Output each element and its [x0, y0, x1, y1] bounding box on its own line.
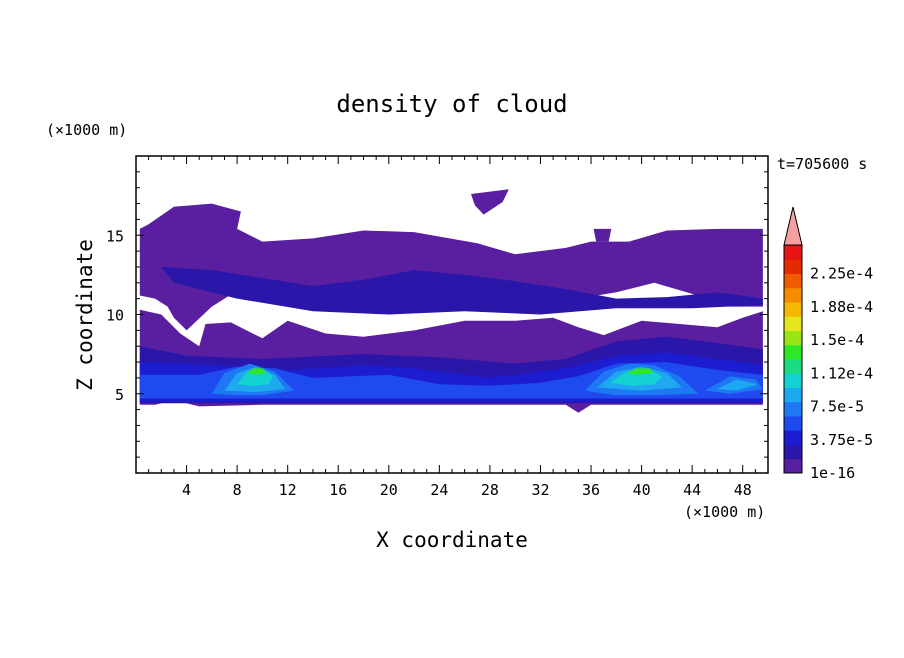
colorbar-swatch — [784, 430, 802, 445]
x-axis-label: X coordinate — [376, 528, 528, 552]
plot-frame — [135, 155, 769, 474]
time-label: t=705600 s — [777, 155, 867, 173]
contour-region — [626, 368, 653, 375]
colorbar-swatch — [784, 458, 802, 474]
colorbar-overflow-triangle — [783, 206, 803, 246]
y-tick-label: 5 — [115, 386, 124, 404]
colorbar-swatch — [784, 401, 802, 417]
colorbar-swatch — [784, 359, 802, 374]
colorbar-swatch — [784, 416, 802, 431]
y-axis-label: Z coordinate — [73, 239, 97, 391]
x-tick-label: 32 — [531, 481, 549, 499]
contour-region — [247, 368, 267, 375]
y-unit-label: (×1000 m) — [46, 121, 127, 139]
contour-region — [471, 189, 509, 215]
x-tick-label: 36 — [582, 481, 600, 499]
contour-region — [593, 228, 612, 242]
colorbar-swatch — [784, 302, 802, 317]
colorbar-swatch — [784, 373, 802, 388]
x-tick-label: 20 — [380, 481, 398, 499]
colorbar-label: 7.5e-5 — [810, 398, 864, 416]
colorbar-swatch — [784, 245, 802, 260]
colorbar-label: 1e-16 — [810, 464, 855, 482]
colorbar-label: 1.88e-4 — [810, 298, 873, 316]
colorbar-swatch — [784, 287, 802, 303]
x-unit-label: (×1000 m) — [684, 503, 765, 521]
colorbar-swatch — [784, 330, 802, 346]
colorbar-label: 2.25e-4 — [810, 265, 873, 283]
colorbar-swatch — [784, 444, 802, 460]
x-tick-label: 16 — [329, 481, 347, 499]
colorbar-label: 1.12e-4 — [810, 364, 873, 382]
colorbar-swatch — [784, 273, 802, 289]
x-tick-label: 44 — [683, 481, 701, 499]
contour-fill-layer — [139, 189, 763, 413]
x-tick-label: 28 — [481, 481, 499, 499]
contour-region — [139, 203, 763, 331]
colorbar-label: 1.5e-4 — [810, 331, 864, 349]
colorbar-swatch — [784, 316, 802, 331]
contour-region — [717, 379, 758, 391]
colorbar-frame — [783, 244, 803, 474]
x-tick-label: 40 — [633, 481, 651, 499]
x-tick-label: 24 — [430, 481, 448, 499]
x-tick-label: 8 — [233, 481, 242, 499]
x-tick-label: 48 — [734, 481, 752, 499]
colorbar-swatch — [784, 387, 802, 403]
x-tick-label: 4 — [182, 481, 191, 499]
x-tick-label: 12 — [279, 481, 297, 499]
y-tick-label: 10 — [106, 307, 124, 325]
contour-region — [161, 266, 763, 315]
colorbar-swatch — [784, 344, 802, 360]
colorbar-label: 3.75e-5 — [810, 431, 873, 449]
y-tick-label: 15 — [106, 227, 124, 245]
colorbar: 1e-16 3.75e-5 7.5e-5 1.12e-4 1.5e-4 1.88e-4 2.… — [783, 206, 873, 482]
chart-title: density of cloud — [336, 90, 567, 118]
colorbar-swatch — [784, 259, 802, 274]
